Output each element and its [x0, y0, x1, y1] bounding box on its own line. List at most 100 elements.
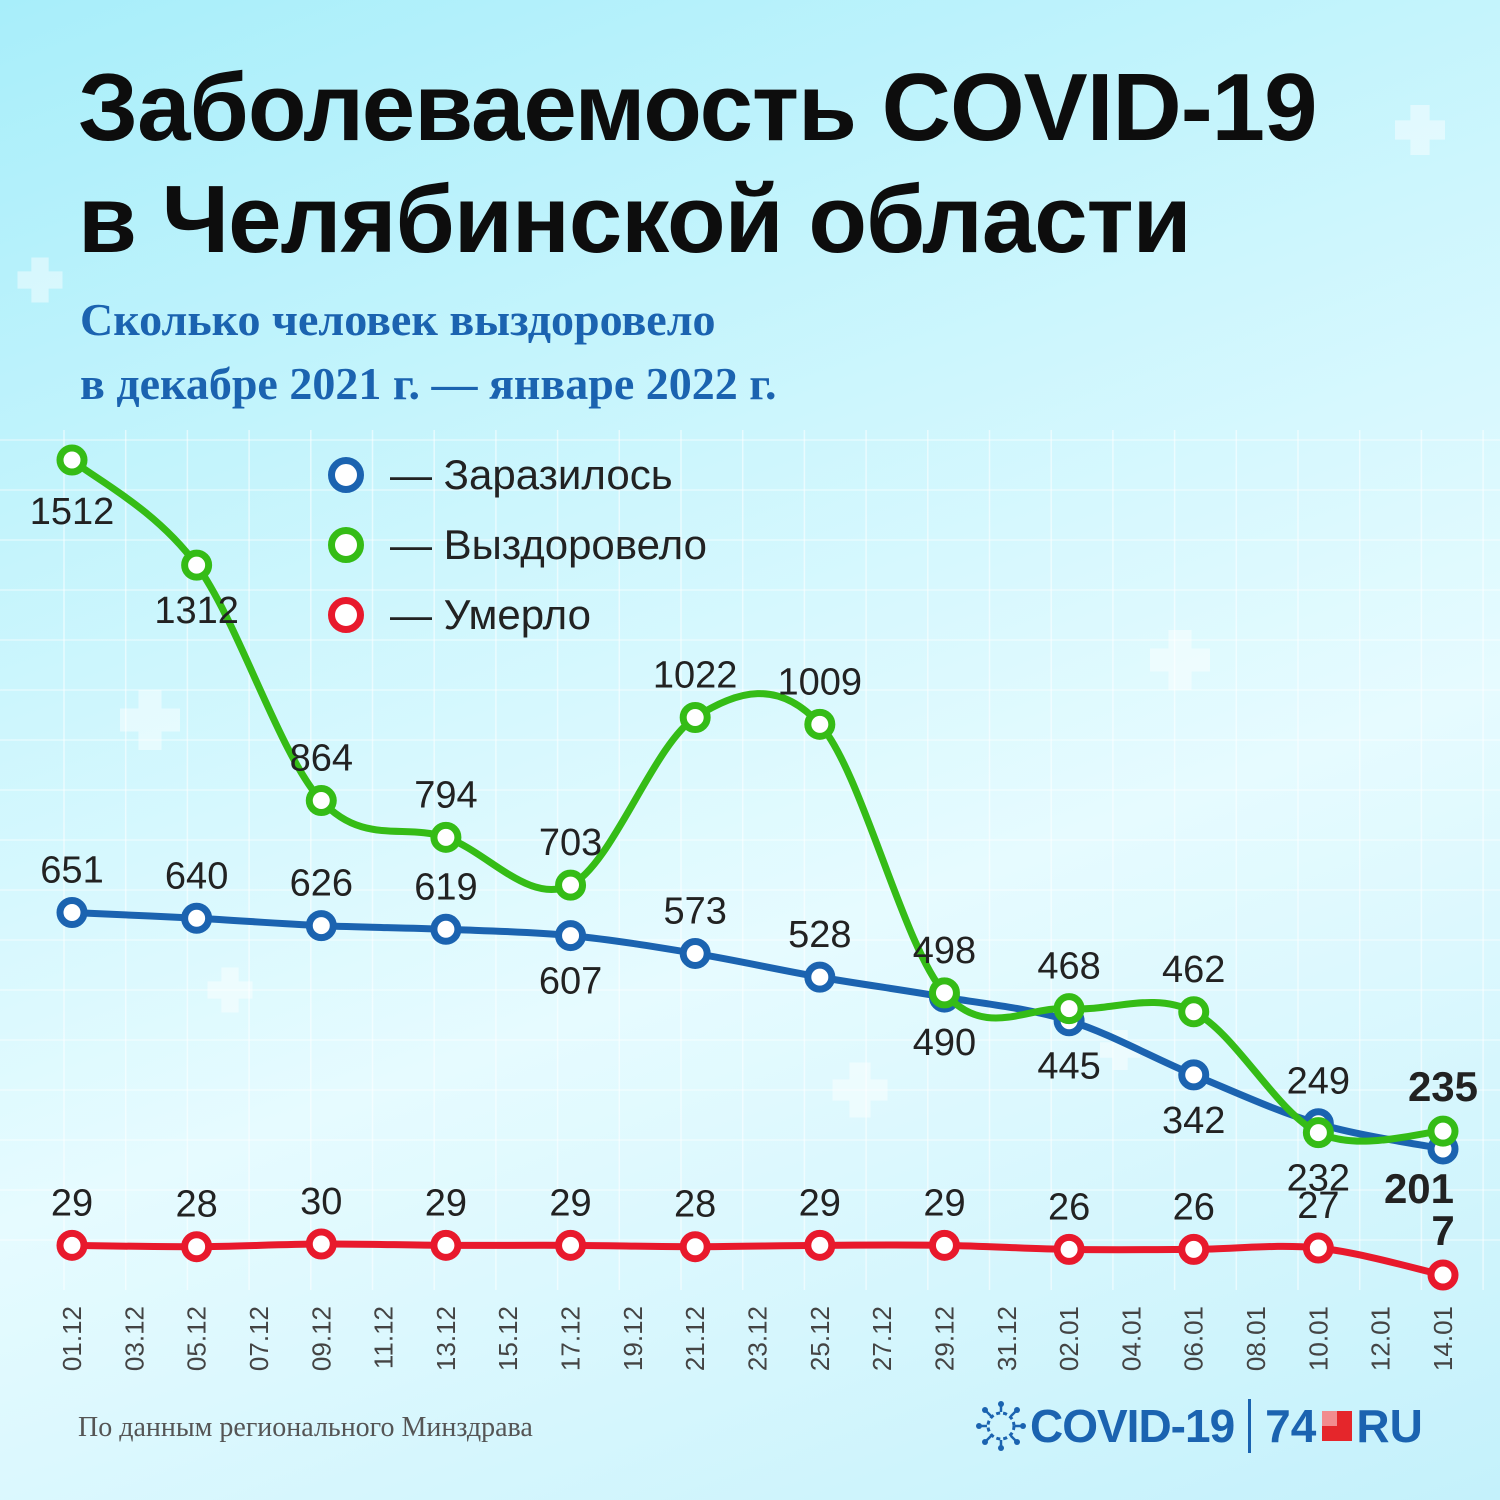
x-tick-label: 10.01	[1303, 1306, 1333, 1371]
data-label-died: 29	[799, 1182, 841, 1224]
data-point-died	[804, 1229, 836, 1261]
legend-label-died: — Умерло	[390, 591, 591, 638]
data-point-died	[305, 1228, 337, 1260]
data-label-died: 29	[425, 1182, 467, 1224]
legend-label-infected: — Заразилось	[390, 451, 673, 498]
data-label-infected: 342	[1162, 1100, 1225, 1142]
legend-item-died: — Умерло	[328, 580, 707, 650]
x-tick-label: 09.12	[306, 1306, 336, 1371]
data-point-died	[555, 1229, 587, 1261]
x-tick-label: 12.01	[1366, 1306, 1396, 1371]
data-label-recovered: 703	[539, 822, 602, 864]
data-point-recovered	[804, 708, 836, 740]
series-recovered: 1512 1312 864 794 703 1022 1009 498 468 462 232 235	[30, 444, 1478, 1200]
x-tick-label: 15.12	[493, 1306, 523, 1371]
decorative-plus-icon	[119, 690, 180, 750]
brand-74-text: 74	[1265, 1400, 1317, 1452]
legend-item-recovered: — Выздоровело	[328, 510, 707, 580]
series-line-infected	[68, 908, 1447, 1153]
data-point-recovered	[1178, 996, 1210, 1028]
data-label-infected: 626	[290, 863, 353, 905]
data-label-infected: 201	[1384, 1165, 1454, 1212]
data-point-died	[928, 1229, 960, 1261]
virus-icon	[976, 1401, 1026, 1451]
decorative-plus-icon	[207, 967, 253, 1013]
data-label-died: 27	[1297, 1185, 1339, 1227]
title-line-1: Заболеваемость COVID-19	[78, 54, 1317, 161]
data-label-died: 30	[300, 1181, 342, 1223]
brand-ru-text: RU	[1356, 1400, 1423, 1452]
data-label-infected: 640	[165, 855, 228, 897]
x-tick-label: 19.12	[618, 1306, 648, 1371]
data-point-died	[1302, 1232, 1334, 1264]
data-point-recovered	[928, 977, 960, 1009]
page-title: Заболеваемость COVID-19 в Челябинской об…	[78, 52, 1317, 276]
x-tick-label: 03.12	[119, 1306, 149, 1371]
x-tick-label: 27.12	[867, 1306, 897, 1371]
brand-logo: COVID-19 74 RU	[976, 1394, 1423, 1458]
data-label-infected: 490	[913, 1022, 976, 1064]
legend-marker-recovered	[328, 527, 364, 563]
data-label-infected: 249	[1287, 1061, 1350, 1103]
data-label-recovered: 468	[1037, 946, 1100, 988]
data-point-died	[181, 1231, 213, 1263]
data-label-recovered: 232	[1287, 1158, 1350, 1200]
decorative-plus-icon	[1100, 1030, 1141, 1071]
data-point-recovered	[1302, 1117, 1334, 1149]
decorative-plus-icon	[17, 257, 63, 303]
data-label-recovered: 864	[290, 738, 353, 780]
data-label-recovered: 235	[1408, 1063, 1478, 1110]
subtitle-line-2: в декабре 2021 г. — январе 2022 г.	[80, 358, 777, 409]
series-infected: 651 640 626 619 607 573 528 490 445 342 249 201	[40, 849, 1459, 1212]
legend-marker-died	[328, 597, 364, 633]
data-label-recovered: 794	[414, 774, 477, 816]
data-label-died: 28	[175, 1184, 217, 1226]
data-label-recovered: 1022	[653, 655, 738, 697]
data-point-infected	[679, 937, 711, 969]
data-point-recovered	[1053, 993, 1085, 1025]
data-point-died	[679, 1231, 711, 1263]
data-label-died: 29	[51, 1182, 93, 1224]
data-label-recovered: 1312	[154, 590, 239, 632]
x-tick-label: 04.01	[1116, 1306, 1146, 1371]
data-point-infected	[305, 910, 337, 942]
brand-square-icon	[1322, 1411, 1353, 1441]
x-tick-label: 08.01	[1241, 1306, 1271, 1371]
data-label-infected: 619	[414, 866, 477, 908]
data-point-infected	[181, 902, 213, 934]
source-note: По данным регионального Минздрава	[78, 1412, 533, 1443]
x-tick-label: 25.12	[805, 1306, 835, 1371]
x-tick-label: 14.01	[1428, 1306, 1458, 1371]
x-tick-label: 17.12	[556, 1306, 586, 1371]
data-label-recovered: 462	[1162, 949, 1225, 991]
data-label-died: 26	[1048, 1186, 1090, 1228]
legend-item-infected: — Заразилось	[328, 440, 707, 510]
data-point-died	[430, 1229, 462, 1261]
brand-covid-text: COVID-19	[1030, 1400, 1235, 1452]
data-label-infected: 528	[788, 914, 851, 956]
data-point-infected	[804, 961, 836, 993]
page-subtitle: Сколько человек выздоровело в декабре 20…	[80, 288, 776, 416]
decorative-plus-icon	[1395, 105, 1445, 155]
data-label-died: 29	[923, 1182, 965, 1224]
x-axis-ticks: 01.12 03.12 05.12 07.12 09.12 11.12 13.12 15.12…	[57, 1306, 1458, 1371]
subtitle-line-1: Сколько человек выздоровело	[80, 294, 716, 345]
data-label-infected: 573	[663, 890, 726, 932]
data-label-died: 26	[1173, 1186, 1215, 1228]
data-point-infected	[555, 920, 587, 952]
x-tick-label: 11.12	[369, 1306, 399, 1369]
data-point-infected	[1178, 1059, 1210, 1091]
data-point-infected	[56, 896, 88, 928]
data-point-recovered	[305, 785, 337, 817]
data-point-died	[56, 1229, 88, 1261]
series-line-died	[68, 1240, 1447, 1279]
data-point-recovered	[181, 549, 213, 581]
x-tick-label: 06.01	[1179, 1306, 1209, 1371]
series-line-recovered	[68, 456, 1447, 1145]
chart-legend: — Заразилось — Выздоровело — Умерло	[328, 440, 707, 650]
legend-marker-infected	[328, 457, 364, 493]
x-tick-label: 29.12	[929, 1306, 959, 1371]
x-tick-label: 23.12	[743, 1306, 773, 1371]
x-tick-label: 01.12	[57, 1306, 87, 1371]
